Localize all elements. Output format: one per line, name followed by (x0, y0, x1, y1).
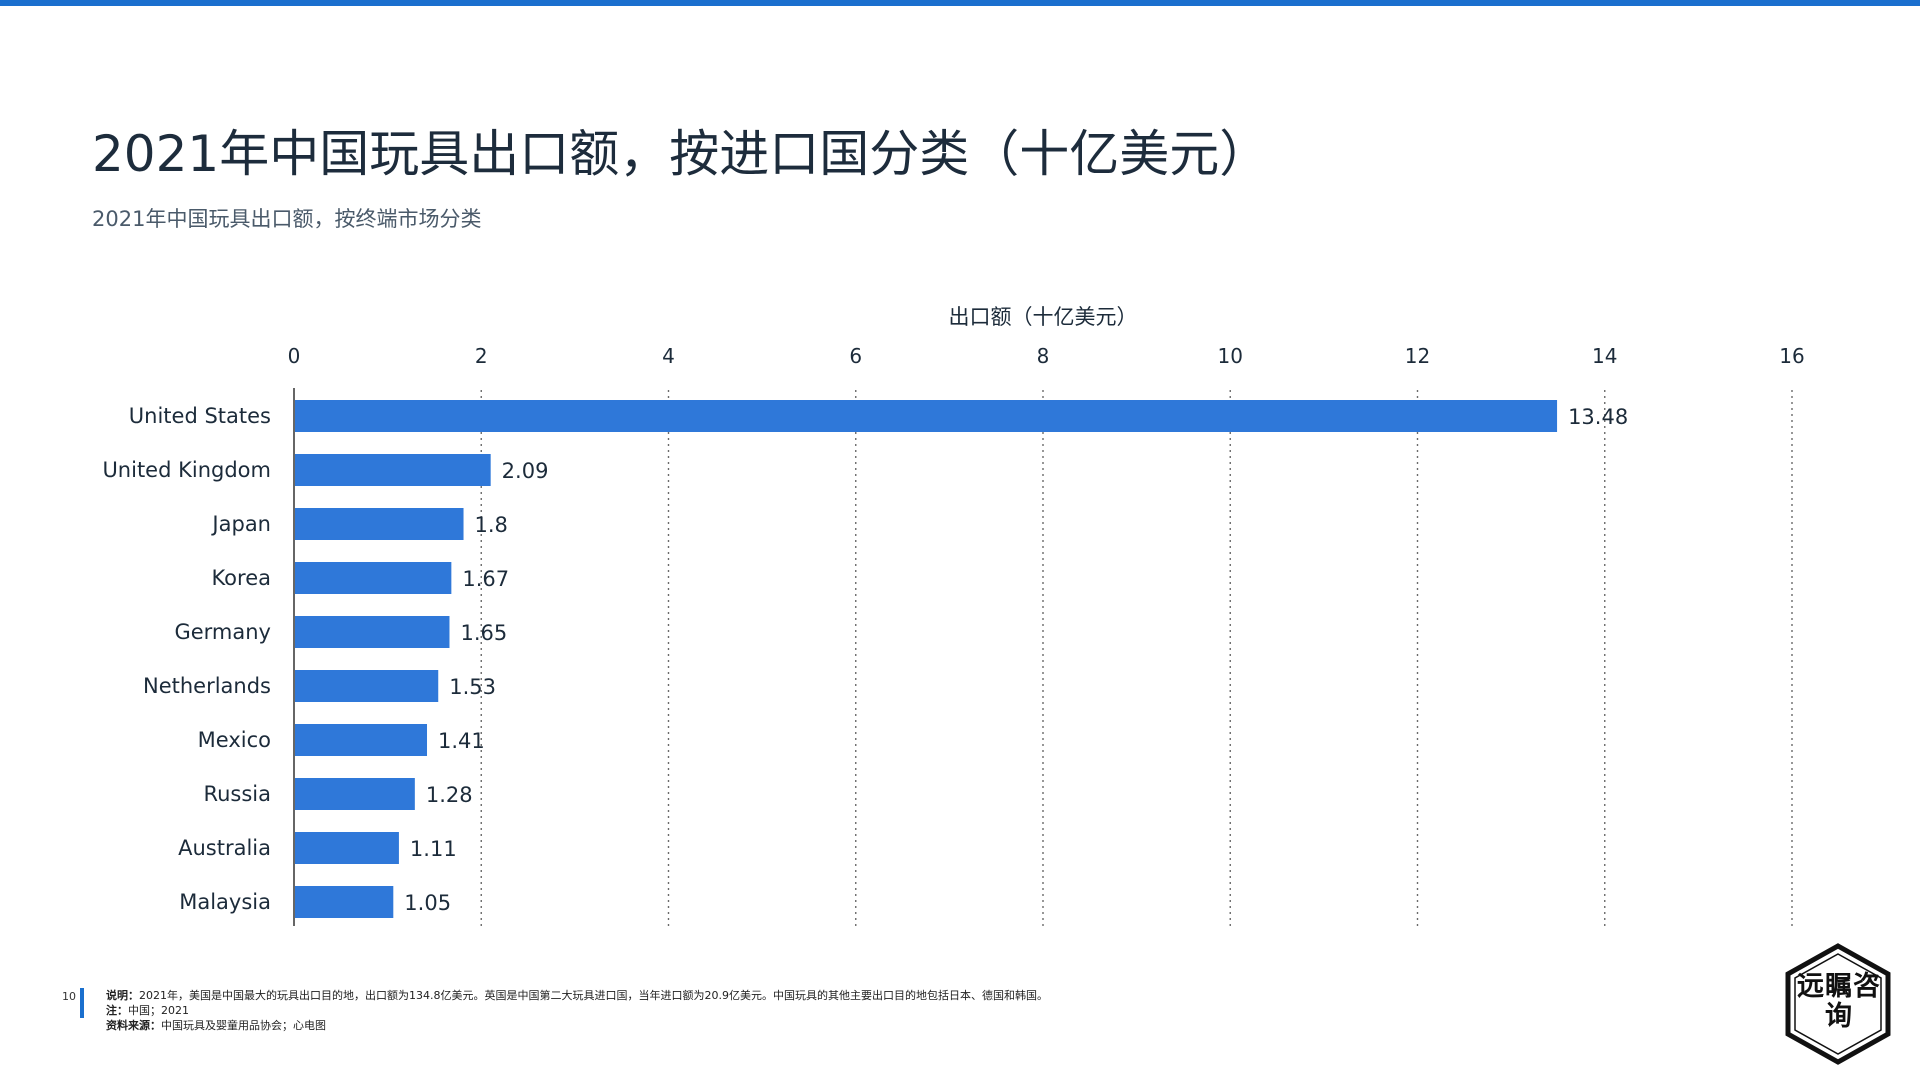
page-number: 10 (62, 990, 76, 1003)
bar (295, 400, 1558, 432)
category-label: Netherlands (143, 674, 271, 698)
remark-line: 注：中国；2021 (106, 1003, 1048, 1018)
data-label: 1.65 (460, 621, 507, 645)
data-label: 1.67 (462, 567, 509, 591)
bar-chart: 出口额（十亿美元） 0 2 4 6 8 10 12 14 16 United States 13.48… (102, 305, 1805, 926)
bar (295, 886, 394, 918)
bar (295, 724, 428, 756)
data-label: 2.09 (502, 459, 549, 483)
page-subtitle: 2021年中国玩具出口额，按终端市场分类 (92, 207, 482, 231)
logo-text: 远瞩咨询 (1797, 971, 1881, 1032)
note-text: 2021年，美国是中国最大的玩具出口目的地，出口额为134.8亿美元。英国是中国… (139, 989, 1048, 1002)
category-label: Australia (178, 836, 271, 860)
data-label: 1.05 (404, 891, 451, 915)
category-label: Japan (210, 512, 271, 536)
data-label: 1.11 (410, 837, 457, 861)
data-label: 1.53 (449, 675, 496, 699)
source-label: 资料来源： (106, 1019, 161, 1032)
note-label: 说明： (106, 989, 139, 1002)
hexagon-badge-icon (1785, 943, 1891, 1065)
brand-logo: 远瞩咨询 (1782, 942, 1894, 1066)
data-label: 1.8 (475, 513, 508, 537)
remark-label: 注： (106, 1004, 128, 1017)
bar (295, 832, 399, 864)
source-text: 中国玩具及婴童用品协会；心电图 (161, 1019, 326, 1032)
x-tick-label: 6 (849, 344, 862, 368)
bar (295, 562, 452, 594)
x-tick-label: 0 (288, 344, 301, 368)
bar (295, 670, 439, 702)
x-tick-label: 2 (475, 344, 488, 368)
data-label: 13.48 (1568, 405, 1628, 429)
data-label: 1.28 (426, 783, 473, 807)
x-tick-label: 16 (1779, 344, 1804, 368)
x-tick-label: 10 (1218, 344, 1243, 368)
top-accent-bar (0, 0, 1920, 6)
footer-accent-bar (80, 988, 84, 1018)
bar (295, 616, 450, 648)
bar (295, 454, 491, 486)
category-label: Korea (211, 566, 271, 590)
category-label: United States (129, 404, 271, 428)
bar (295, 778, 415, 810)
x-tick-label: 8 (1037, 344, 1050, 368)
x-tick-label: 14 (1592, 344, 1617, 368)
source-line: 资料来源：中国玩具及婴童用品协会；心电图 (106, 1018, 1048, 1033)
category-label: Russia (203, 782, 271, 806)
data-label: 1.41 (438, 729, 485, 753)
footer-notes: 说明：2021年，美国是中国最大的玩具出口目的地，出口额为134.8亿美元。英国… (106, 988, 1048, 1033)
remark-text: 中国；2021 (128, 1004, 189, 1017)
x-axis-title: 出口额（十亿美元） (949, 305, 1138, 329)
x-tick-label: 12 (1405, 344, 1430, 368)
note-line: 说明：2021年，美国是中国最大的玩具出口目的地，出口额为134.8亿美元。英国… (106, 988, 1048, 1003)
category-label: Mexico (198, 728, 271, 752)
page-title: 2021年中国玩具出口额，按进口国分类（十亿美元） (92, 125, 1270, 183)
x-tick-label: 4 (662, 344, 675, 368)
category-label: United Kingdom (102, 458, 271, 482)
category-label: Malaysia (179, 890, 271, 914)
bar (295, 508, 464, 540)
category-label: Germany (174, 620, 271, 644)
